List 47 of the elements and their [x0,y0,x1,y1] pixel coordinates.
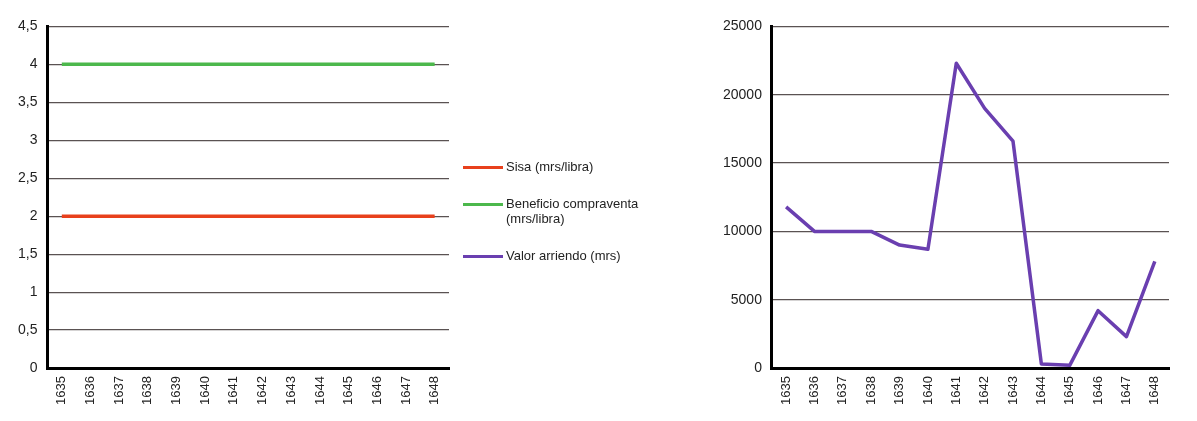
y-tick-label: 2 [29,207,38,224]
x-tick-label: 1644 [1032,376,1048,405]
x-tick-label: 1636 [806,376,822,405]
x-tick-label: 1645 [1061,376,1077,405]
y-tick-label: 0,5 [17,320,38,337]
x-tick-label: 1640 [919,376,935,405]
x-tick-label: 1639 [891,376,907,405]
x-tick-label: 1646 [1089,376,1105,405]
x-tick-label: 1635 [53,376,69,405]
x-tick-label: 1639 [168,376,184,405]
y-tick-label: 4 [29,55,38,72]
y-tick-label: 5000 [730,290,763,307]
y-tick-label: 0 [29,358,38,375]
legend-label: Beneficio compraventa (mrs/libra) [506,195,640,226]
y-tick-label: 1,5 [17,245,38,262]
legend-label: Sisa (mrs/libra) [506,158,595,174]
y-tick-label: 25000 [722,17,763,34]
x-tick-label: 1640 [196,376,212,405]
y-tick-label: 0 [754,358,763,375]
y-tick-label: 15000 [722,153,763,170]
x-tick-label: 1638 [139,376,155,405]
y-tick-label: 3,5 [17,93,38,110]
x-tick-label: 1642 [976,376,992,405]
x-tick-label: 1637 [834,376,850,405]
x-tick-label: 1643 [282,376,298,405]
y-tick-label: 2,5 [17,169,38,186]
x-tick-label: 1636 [82,376,98,405]
x-tick-label: 1635 [777,376,793,405]
x-tick-label: 1641 [225,376,241,405]
x-tick-label: 1646 [368,376,384,405]
y-tick-label: 4,5 [17,17,38,34]
y-tick-label: 3 [29,131,38,148]
x-tick-label: 1638 [862,376,878,405]
x-tick-label: 1642 [254,376,270,405]
y-tick-label: 20000 [722,85,763,102]
y-tick-label: 1 [29,283,38,300]
x-tick-label: 1643 [1004,376,1020,405]
legend-label: Valor arriendo (mrs) [506,247,622,263]
x-tick-label: 1644 [311,376,327,405]
x-tick-label: 1648 [426,376,442,405]
x-tick-label: 1648 [1146,376,1162,405]
x-tick-label: 1647 [1118,376,1134,405]
x-tick-label: 1647 [397,376,413,405]
x-tick-label: 1641 [947,376,963,405]
y-tick-label: 10000 [722,222,763,239]
x-tick-label: 1637 [110,376,126,405]
x-tick-label: 1645 [340,376,356,405]
